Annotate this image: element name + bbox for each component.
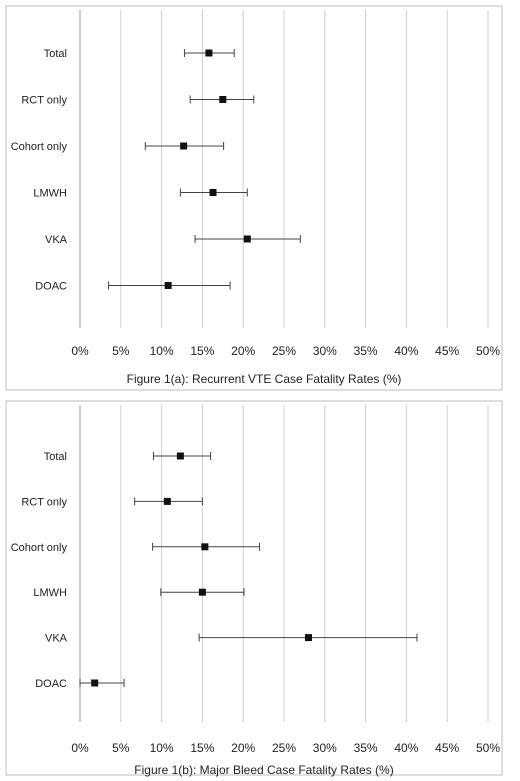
chart-frame [5, 5, 503, 391]
category-label: RCT only [21, 95, 67, 107]
x-tick-label: 20% [231, 344, 255, 358]
x-tick-label: 5% [112, 741, 130, 755]
point-estimate [209, 189, 217, 196]
x-tick-label: 10% [150, 741, 174, 755]
chart-frame [5, 400, 503, 776]
category-label: DOAC [35, 281, 67, 293]
x-tick-label: 30% [313, 741, 337, 755]
point-estimate [163, 497, 171, 505]
category-label: Total [44, 451, 67, 463]
x-tick-label: 45% [435, 741, 459, 755]
point-estimate [243, 235, 251, 243]
x-tick-label: 25% [272, 344, 296, 358]
point-estimate [198, 588, 206, 596]
x-tick-label: 40% [394, 344, 418, 358]
point-estimate [164, 282, 172, 289]
x-axis-label: Figure 1(a): Recurrent VTE Case Fatality… [127, 372, 402, 386]
category-label: Total [44, 48, 67, 60]
x-tick-label: 15% [190, 344, 214, 358]
x-tick-label: 5% [112, 344, 130, 358]
x-tick-label: 0% [71, 344, 89, 358]
point-estimate [180, 142, 188, 150]
figure-1a-chart: 0% 5% 10% 15% 20% 25% 30% 35% 40% 45% 50% Figure 1(… [5, 5, 503, 391]
category-label: Cohort only [11, 542, 68, 554]
point-estimate [176, 452, 184, 460]
x-tick-label: 20% [231, 741, 255, 755]
x-tick-label: 25% [272, 741, 296, 755]
x-tick-label: 15% [190, 741, 214, 755]
x-axis-label: Figure 1(b): Major Bleed Case Fatality R… [134, 763, 393, 777]
category-label: DOAC [35, 678, 67, 690]
point-estimate [219, 96, 227, 103]
x-tick-label: 50% [476, 344, 500, 358]
x-tick-label: 40% [394, 741, 418, 755]
x-tick-label: 35% [354, 741, 378, 755]
x-tick-label: 45% [435, 344, 459, 358]
x-tick-label: 10% [150, 344, 174, 358]
point-estimate [201, 543, 209, 551]
point-estimate [205, 49, 213, 57]
x-tick-label: 0% [71, 741, 89, 755]
point-estimate [304, 634, 312, 642]
category-label: VKA [45, 633, 68, 645]
category-label: LMWH [33, 188, 67, 200]
x-tick-label: 50% [476, 741, 500, 755]
point-estimate [91, 679, 99, 687]
x-tick-label: 35% [354, 344, 378, 358]
figure-1b-chart: 0% 5% 10% 15% 20% 25% 30% 35% 40% 45% 50% Figure 1(… [5, 400, 503, 777]
category-label: RCT only [21, 496, 67, 508]
category-label: Cohort only [11, 141, 68, 153]
category-label: LMWH [33, 587, 67, 599]
category-label: VKA [45, 234, 68, 246]
x-tick-label: 30% [313, 344, 337, 358]
